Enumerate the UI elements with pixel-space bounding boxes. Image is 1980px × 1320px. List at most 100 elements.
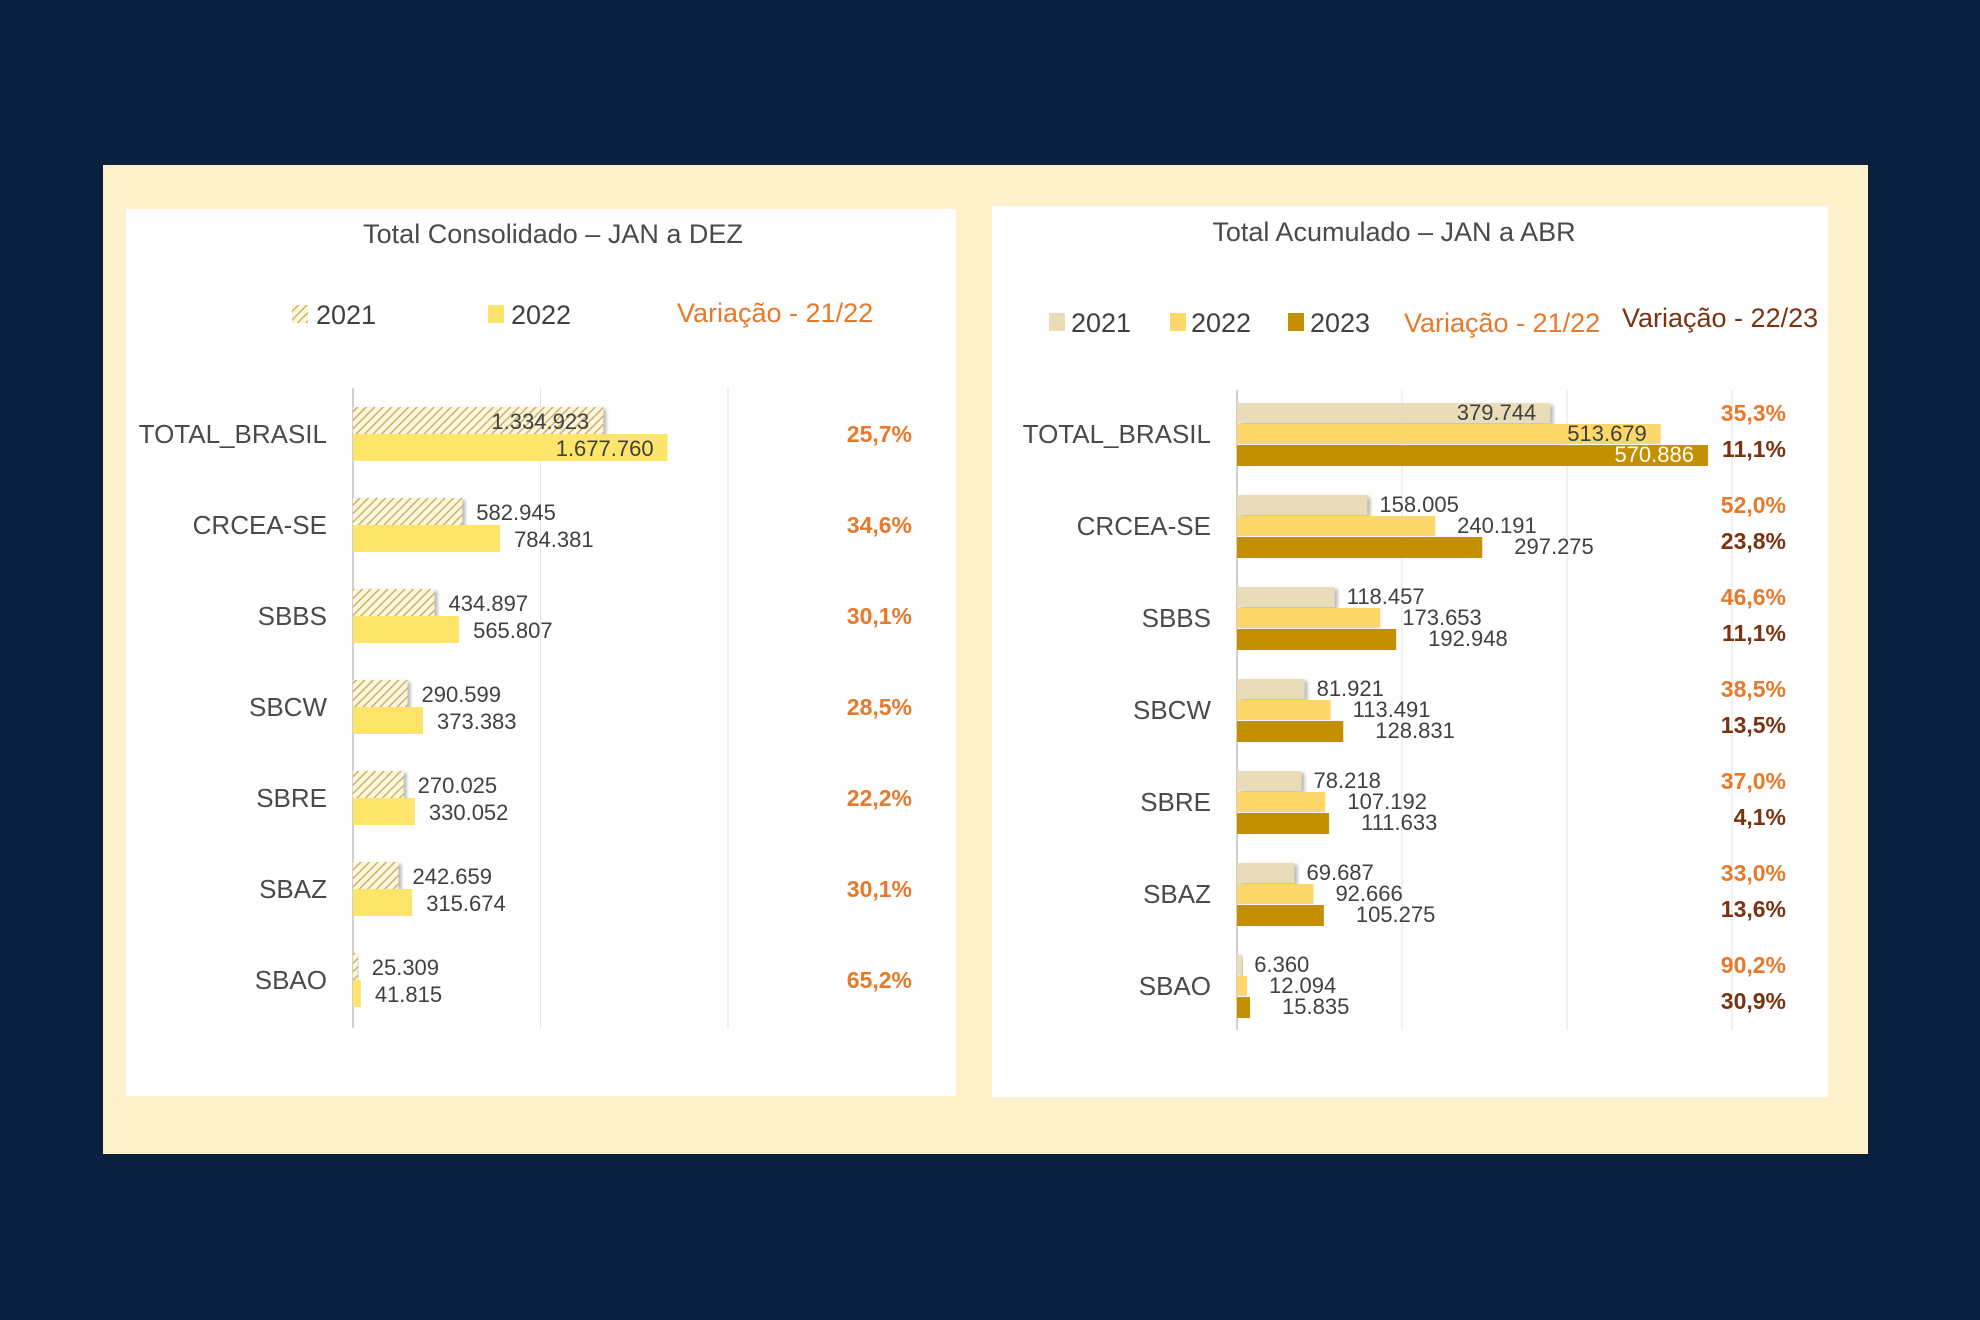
chart-title: Total Acumulado – JAN a ABR xyxy=(1212,217,1575,247)
variation-21-22: 37,0% xyxy=(1721,768,1786,794)
variation-22-23: 11,1% xyxy=(1722,436,1786,462)
value-label-2022: 113.491 xyxy=(1353,697,1431,722)
variation-21-22: 33,0% xyxy=(1721,860,1786,886)
value-label-2023: 297.275 xyxy=(1514,534,1594,559)
bar-2021 xyxy=(353,589,435,616)
bar-2023 xyxy=(1237,905,1324,926)
value-label-2022: 513.679 xyxy=(1567,421,1647,446)
value-label-2021: 69.687 xyxy=(1306,860,1373,885)
value-label-2022: 173.653 xyxy=(1402,605,1482,630)
value-label-2021: 25.309 xyxy=(372,955,439,980)
value-label-2023: 105.275 xyxy=(1356,902,1436,927)
variation-22-23: 11,1% xyxy=(1722,620,1786,646)
chart-title: Total Consolidado – JAN a DEZ xyxy=(363,219,743,249)
variation-21-22: 38,5% xyxy=(1721,676,1786,702)
value-label-2022: 565.807 xyxy=(473,618,553,643)
bar-2021 xyxy=(1237,679,1305,699)
category-label: SBRE xyxy=(1140,787,1211,817)
variation-22-23: 23,8% xyxy=(1721,528,1786,554)
bar-2022 xyxy=(353,616,460,643)
bar-2023 xyxy=(1237,997,1251,1018)
legend-swatch-2022 xyxy=(1170,313,1186,331)
value-label-2021: 582.945 xyxy=(476,500,556,525)
value-label-2022: 330.052 xyxy=(429,800,509,825)
value-label-2021: 434.897 xyxy=(449,591,529,616)
bar-2021 xyxy=(1237,403,1551,423)
value-label-2022: 92.666 xyxy=(1335,881,1402,906)
variation-21-22: 90,2% xyxy=(1721,952,1786,978)
variation-21-22: 65,2% xyxy=(847,967,912,993)
value-label-2022: 240.191 xyxy=(1457,513,1537,538)
bar-2021 xyxy=(353,498,463,525)
bar-2021 xyxy=(353,771,404,798)
category-label: SBRE xyxy=(256,783,327,813)
category-label: SBAO xyxy=(1139,971,1211,1001)
variation-22-23: 13,6% xyxy=(1721,896,1786,922)
legend: 2021 2022 2023 Variação - 21/22 Variação… xyxy=(1049,303,1818,338)
variation-21-22: 30,1% xyxy=(847,603,912,629)
bar-2021 xyxy=(1237,955,1243,975)
variation-21-22: 35,3% xyxy=(1721,400,1786,426)
value-label-2022: 107.192 xyxy=(1347,789,1427,814)
bar-2022 xyxy=(1237,424,1661,444)
legend-swatch-2023 xyxy=(1288,313,1304,331)
value-label-2021: 1.334.923 xyxy=(491,409,589,434)
value-label-2022: 373.383 xyxy=(437,709,517,734)
bar-2023 xyxy=(1237,445,1708,466)
legend-label-2022: 2022 xyxy=(511,300,571,330)
bar-2022 xyxy=(353,525,501,552)
legend-label-variacao-22-23: Variação - 22/23 xyxy=(1622,303,1818,333)
value-label-2023: 570.886 xyxy=(1614,442,1694,467)
bar-2021 xyxy=(1237,863,1295,883)
bar-2022 xyxy=(1237,516,1436,536)
variation-21-22: 30,1% xyxy=(847,876,912,902)
bar-2021 xyxy=(353,680,408,707)
value-label-2021: 290.599 xyxy=(421,682,501,707)
bar-2022 xyxy=(1237,792,1326,812)
bar-2023 xyxy=(1237,629,1397,650)
bar-2023 xyxy=(1237,813,1330,834)
value-label-2021: 242.659 xyxy=(412,864,492,889)
legend-label-2022: 2022 xyxy=(1191,308,1251,338)
bar-2022 xyxy=(353,707,424,734)
bar-2021 xyxy=(1237,771,1302,791)
value-label-2022: 12.094 xyxy=(1269,973,1336,998)
variation-22-23: 13,5% xyxy=(1721,712,1786,738)
variation-21-22: 22,2% xyxy=(847,785,912,811)
category-label: CRCEA-SE xyxy=(1077,511,1211,541)
value-label-2021: 118.457 xyxy=(1347,584,1425,609)
bar-2021 xyxy=(353,862,399,889)
variation-21-22: 34,6% xyxy=(847,512,912,538)
bar-2022 xyxy=(353,434,668,461)
bar-2022 xyxy=(1237,700,1331,720)
bar-2021 xyxy=(353,407,604,434)
value-label-2022: 41.815 xyxy=(375,982,442,1007)
value-label-2023: 128.831 xyxy=(1375,718,1455,743)
bar-2022 xyxy=(1237,976,1247,996)
legend-label-variacao-21-22: Variação - 21/22 xyxy=(1404,308,1600,338)
bar-2023 xyxy=(1237,721,1344,742)
value-label-2022: 1.677.760 xyxy=(556,436,654,461)
category-label: CRCEA-SE xyxy=(193,510,327,540)
variation-21-22: 25,7% xyxy=(847,421,912,447)
legend-label-2021: 2021 xyxy=(1071,308,1131,338)
category-label: TOTAL_BRASIL xyxy=(139,419,327,449)
bar-2022 xyxy=(353,889,413,916)
chart-card-acumulado xyxy=(992,206,1828,1097)
legend-label-2021: 2021 xyxy=(316,300,376,330)
bar-2022 xyxy=(353,798,415,825)
category-label: SBCW xyxy=(1133,695,1211,725)
bar-2021 xyxy=(1237,587,1335,607)
bar-2021 xyxy=(1237,495,1368,515)
value-label-2021: 78.218 xyxy=(1314,768,1381,793)
bar-2022 xyxy=(1237,884,1314,904)
legend-label-variacao-21-22: Variação - 21/22 xyxy=(677,298,873,328)
value-label-2021: 379.744 xyxy=(1457,400,1537,425)
legend: 2021 2022 Variação - 21/22 xyxy=(292,298,873,330)
value-label-2021: 81.921 xyxy=(1317,676,1384,701)
variation-21-22: 28,5% xyxy=(847,694,912,720)
category-label: TOTAL_BRASIL xyxy=(1023,419,1211,449)
bar-2021 xyxy=(353,953,358,980)
